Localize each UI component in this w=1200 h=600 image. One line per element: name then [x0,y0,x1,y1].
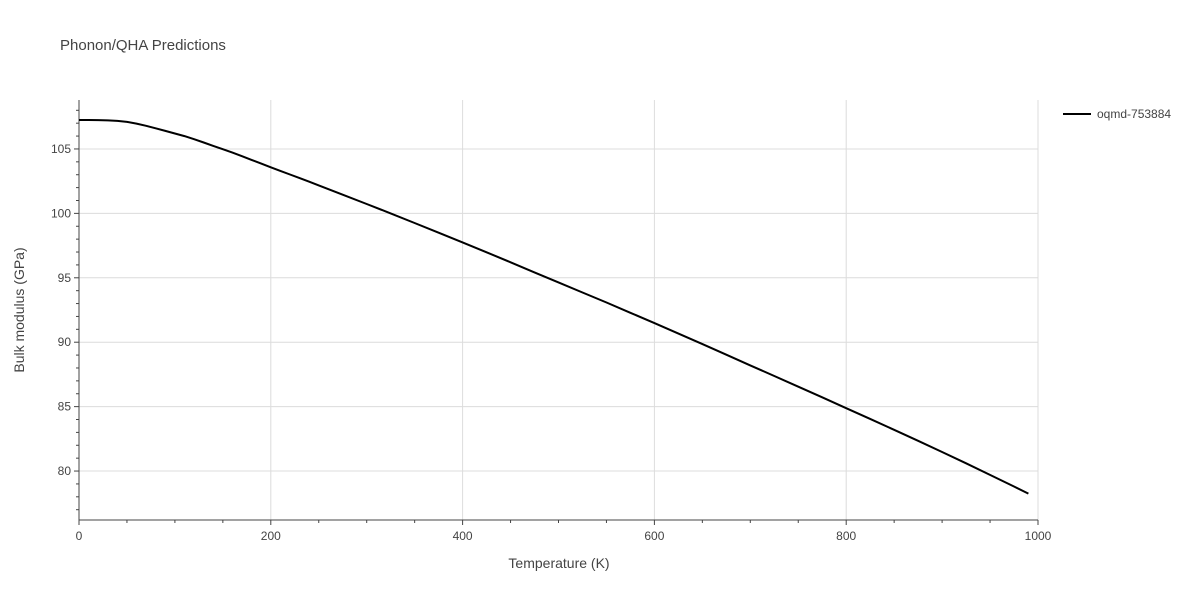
y-tick-label: 80 [58,464,72,478]
x-tick-label: 800 [836,529,856,543]
x-tick-label: 600 [644,529,664,543]
x-axis-title: Temperature (K) [508,555,609,571]
x-tick-label: 200 [261,529,281,543]
y-tick-label: 95 [58,271,72,285]
x-tick-label: 1000 [1025,529,1052,543]
y-tick-label: 85 [58,400,72,414]
y-tick-label: 90 [58,335,72,349]
legend-label: oqmd-753884 [1097,107,1171,121]
y-tick-label: 100 [51,206,71,220]
x-tick-label: 0 [76,529,83,543]
series-line[interactable] [79,119,1029,495]
grid-layer [79,100,1039,520]
x-tick-label: 400 [453,529,473,543]
y-axis-title: Bulk modulus (GPa) [11,247,27,372]
series-layer [79,119,1029,495]
chart-title: Phonon/QHA Predictions [60,37,226,54]
axis-layer: 0 200 400 600 800 1000 80 85 90 95 100 105 [51,100,1052,543]
legend[interactable]: oqmd-753884 [1063,107,1171,121]
y-tick-label: 105 [51,142,71,156]
